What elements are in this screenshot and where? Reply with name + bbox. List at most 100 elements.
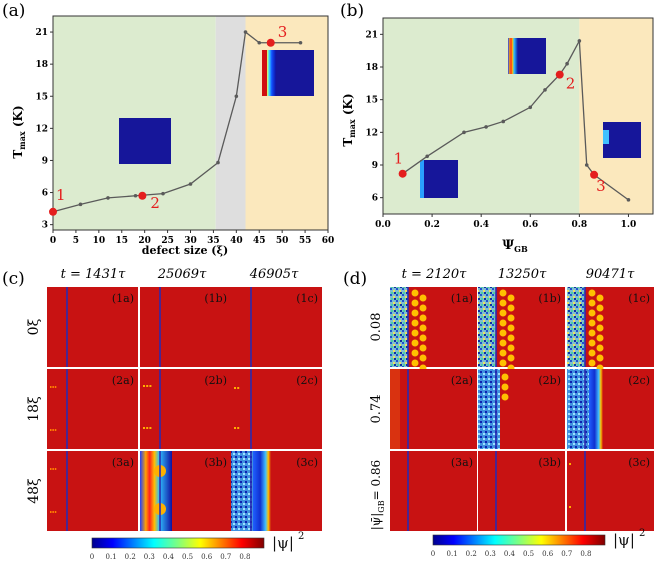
- vortex: [499, 329, 507, 337]
- highlight-point-3: [590, 170, 599, 179]
- y-tick-label: 21: [365, 30, 378, 40]
- panel-a-ylabel: Tmax (K): [11, 105, 27, 158]
- vortex-dot: [149, 385, 152, 387]
- data-point: [484, 125, 488, 129]
- cell-label: (2b): [204, 374, 227, 387]
- cell-label: (3c): [628, 456, 650, 469]
- vortex-dot: [143, 385, 145, 387]
- data-point: [584, 163, 589, 167]
- vortex: [588, 309, 596, 317]
- highlight-point-3: [266, 38, 275, 47]
- highlight-label-3: 3: [596, 177, 606, 195]
- cell-label: (2c): [296, 374, 318, 387]
- inset-grain-boundary-low: [420, 160, 458, 198]
- panel-c-col-header-1: t = 1431τ: [61, 267, 126, 282]
- colorbar-tick: 0.8: [580, 550, 591, 558]
- inset-grain-boundary-high-edge: [603, 130, 609, 144]
- y-tick-label: 12: [35, 124, 48, 134]
- vortex-dot: [237, 387, 240, 389]
- cell-label: (1a): [112, 292, 134, 305]
- panel-d-row-label-1: 0.08: [369, 313, 384, 342]
- vortex-dot: [50, 429, 52, 431]
- data-point: [298, 40, 303, 45]
- vortex: [507, 294, 515, 302]
- vortex: [507, 344, 515, 352]
- colorbar-tick: 0.5: [182, 553, 193, 561]
- vortex: [411, 359, 419, 367]
- colorbar-c: 0 0.1 0.2 0.3 0.4 0.5 0.6 0.7 0.8 |ψ| 2: [90, 531, 305, 561]
- y-tick-label: 9: [372, 161, 378, 171]
- colorbar-tick: 0: [431, 550, 435, 558]
- colorbar-tick: 0.8: [239, 553, 250, 561]
- vortex: [501, 373, 509, 381]
- vortex: [499, 309, 507, 317]
- vortex: [499, 319, 507, 327]
- highlight-label-2: 2: [150, 194, 160, 212]
- y-tick-label: 21: [35, 28, 48, 38]
- vortex-dot: [52, 386, 54, 388]
- y-tick-label: 3: [42, 221, 48, 231]
- vortex: [501, 393, 509, 401]
- highlight-label-3: 3: [278, 23, 288, 41]
- vortex: [596, 304, 604, 312]
- panel-d: (d) t = 2120τ 13250τ 90471τ 0.08 0.74 |ψ…: [343, 267, 654, 531]
- panel-b-ylabel: Tmax (K): [341, 93, 357, 146]
- vortex: [588, 329, 596, 337]
- x-tick-label: 40: [230, 236, 243, 246]
- vortex-dot: [54, 511, 57, 513]
- vortex: [588, 339, 596, 347]
- cell-label: (2c): [628, 374, 650, 387]
- vortex-dot: [54, 386, 57, 388]
- x-tick-label: 30: [184, 236, 197, 246]
- vortex: [411, 309, 419, 317]
- data-point: [78, 202, 83, 207]
- cell-label: (1c): [628, 292, 650, 305]
- x-tick-label: 5: [73, 236, 79, 246]
- field-cell: [390, 369, 477, 449]
- data-point: [543, 88, 547, 92]
- vortex: [411, 319, 419, 327]
- vortex: [588, 299, 596, 307]
- panel-a: (a) 0 5 10 15 20 25 30 35 40 45 50 55 60 3 6 9 12 15 18 21 …: [2, 1, 334, 257]
- colorbar-label: |ψ|: [613, 531, 635, 549]
- highlight-label-1: 1: [394, 150, 404, 168]
- colorbar-tick: 0.2: [125, 553, 136, 561]
- colorbar-gradient: [91, 537, 265, 549]
- data-point: [565, 61, 569, 66]
- data-point: [106, 196, 110, 200]
- panel-b-insets: [420, 38, 641, 198]
- x-tick-label: 0.2: [424, 220, 440, 230]
- normal-region: [567, 287, 585, 367]
- flux-region: [390, 369, 400, 449]
- vortex-dot: [52, 468, 54, 470]
- x-tick-label: 25: [161, 236, 174, 246]
- x-tick-label: 50: [276, 236, 289, 246]
- x-tick-label: 45: [253, 236, 266, 246]
- field-cell: [478, 451, 565, 531]
- highlight-label-1: 1: [56, 186, 66, 204]
- vortex: [411, 329, 419, 337]
- y-tick-label: 12: [365, 128, 378, 138]
- field-cell: [140, 369, 231, 449]
- vortex-dot: [149, 427, 152, 429]
- flux-front: [140, 451, 172, 531]
- field-cell: [231, 287, 322, 367]
- colorbar-tick: 0.7: [220, 553, 231, 561]
- vortex-dot: [50, 511, 52, 513]
- data-point: [234, 94, 239, 99]
- normal-region: [390, 287, 408, 367]
- vortex: [419, 304, 427, 312]
- vortex: [596, 334, 604, 342]
- cell-label: (2a): [451, 374, 473, 387]
- x-tick-label: 35: [207, 236, 220, 246]
- panel-b-regions: [383, 18, 653, 214]
- vortex-dot: [50, 468, 52, 470]
- panel-a-regions: [53, 16, 328, 230]
- vortex: [501, 383, 509, 391]
- field-cell: [47, 287, 138, 367]
- x-tick-label: 0.0: [375, 220, 391, 230]
- panel-d-tag: (d): [343, 269, 367, 289]
- colorbar-tick: 0.1: [106, 553, 117, 561]
